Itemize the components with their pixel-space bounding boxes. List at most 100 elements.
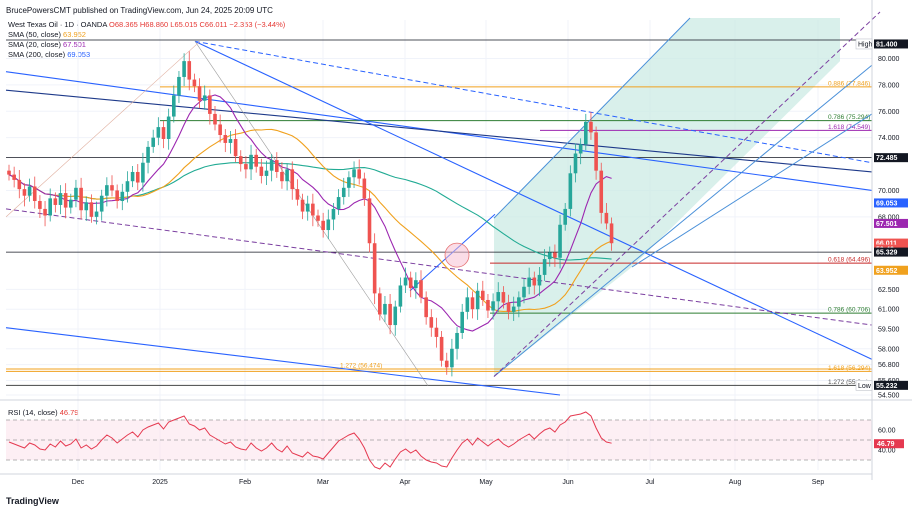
publisher-header: BrucePowersCMT published on TradingView.… (6, 6, 273, 15)
candle-body (17, 179, 22, 190)
candle-body (455, 332, 459, 349)
candle-body (141, 162, 145, 183)
candle-body (69, 199, 73, 208)
candle-body (182, 61, 186, 77)
sma200-label: SMA (200, close) (8, 50, 66, 59)
price-tick-label: 59.500 (878, 327, 900, 334)
time-tick-label: Aug (729, 479, 742, 486)
price-tag-text: 67.501 (876, 221, 898, 228)
ohlc-values: O68.365 H68.860 L65.015 C66.011 −2.353 (… (109, 20, 286, 29)
candle-body (151, 137, 155, 147)
candle-body (311, 203, 315, 216)
candle-body (584, 121, 588, 145)
candle-body (161, 127, 166, 139)
sma50-label: SMA (50, close) (8, 30, 61, 39)
legend-sma50-row[interactable]: SMA (50, close) 63.952 (8, 30, 285, 40)
candle-body (547, 252, 552, 260)
rsi-tick-label: 40.00 (878, 448, 896, 455)
price-tag (874, 153, 908, 163)
candles (7, 51, 614, 377)
candle-body (228, 138, 233, 143)
candle-body (130, 171, 135, 182)
candle-body (378, 293, 382, 315)
candle-body (537, 274, 542, 286)
time-tick-label: Sep (812, 479, 825, 486)
candle-body (43, 208, 47, 216)
candle-body (300, 199, 305, 212)
candle-body (609, 223, 614, 244)
sma20-line (8, 94, 612, 332)
candle-body (125, 181, 130, 192)
candle-body (558, 224, 562, 258)
rsi-value: 46.79 (59, 408, 79, 417)
candle-body (496, 292, 501, 302)
price-tag-text: 72.485 (876, 155, 898, 162)
candle-body (434, 327, 439, 337)
legend-symbol-row[interactable]: West Texas Oil · 1D · OANDA O68.365 H68.… (8, 20, 285, 30)
candle-body (511, 306, 516, 312)
trendline (5, 327, 561, 396)
sma20-value: 67.501 (63, 40, 86, 49)
trendline (194, 40, 873, 360)
candle-body (398, 285, 403, 307)
candle-body (233, 138, 238, 157)
candle-body (517, 297, 521, 307)
trendline (493, 64, 873, 377)
fib-label: 1.618 (74.549) (828, 124, 870, 131)
hilo-label: Low (858, 383, 872, 390)
channel-fill (494, 18, 840, 377)
candle-body (568, 173, 573, 209)
price-tick-label: 62.500 (878, 287, 900, 294)
candle-body (321, 220, 325, 231)
candle-body (357, 169, 361, 179)
candle-body (275, 160, 279, 172)
candle-body (403, 277, 408, 286)
rsi-line (8, 411, 612, 470)
price-tick-label: 56.800 (878, 362, 900, 369)
candle-body (295, 189, 300, 200)
time-tick-label: Jun (562, 479, 573, 486)
price-tag-text: 69.053 (876, 200, 898, 207)
candle-body (501, 292, 506, 303)
price-tick-label: 68.000 (878, 214, 900, 221)
candle-body (589, 121, 593, 133)
candle-body (115, 190, 119, 202)
price-tag-text: 63.952 (876, 268, 898, 275)
legend-sma20-row[interactable]: SMA (20, close) 67.501 (8, 40, 285, 50)
candle-body (347, 177, 351, 188)
candle-body (450, 348, 454, 368)
rsi-legend[interactable]: RSI (14, close) 46.79 (8, 408, 78, 417)
channel-area (494, 18, 840, 377)
candle-body (27, 186, 32, 196)
price-tick-label: 54.500 (878, 393, 900, 400)
candle-body (197, 86, 202, 101)
price-tag-text: 66.011 (876, 241, 897, 248)
candle-body (331, 208, 336, 220)
sma200-value: 69.053 (67, 50, 91, 59)
time-tick-label: Dec (72, 479, 85, 486)
legend-sma200-row[interactable]: SMA (200, close) 69.053 (8, 50, 285, 60)
time-tick-label: Apr (400, 479, 412, 486)
candle-body (48, 198, 52, 216)
fib-label: 0.618 (64.496) (828, 257, 870, 264)
candle-body (444, 360, 449, 368)
candle-body (269, 160, 274, 171)
candle-body (429, 317, 434, 328)
candle-body (74, 187, 78, 200)
trendline (5, 41, 201, 218)
candle-body (553, 252, 557, 258)
candle-body (465, 297, 470, 312)
fib-label: 0.786 (75.294) (828, 114, 870, 121)
moving-averages (8, 94, 612, 332)
candle-body (388, 303, 392, 326)
candle-body (419, 280, 423, 298)
price-tag-text: 65.329 (876, 250, 898, 257)
candle-body (594, 132, 598, 171)
candle-body (460, 311, 464, 333)
rsi-tick-label: 60.00 (878, 428, 896, 435)
fib-label: 0.786 (60.706) (828, 307, 870, 314)
publisher-line: BrucePowersCMT published on TradingView.… (6, 6, 273, 15)
price-tag (874, 238, 908, 248)
time-tick-label: May (479, 479, 493, 486)
